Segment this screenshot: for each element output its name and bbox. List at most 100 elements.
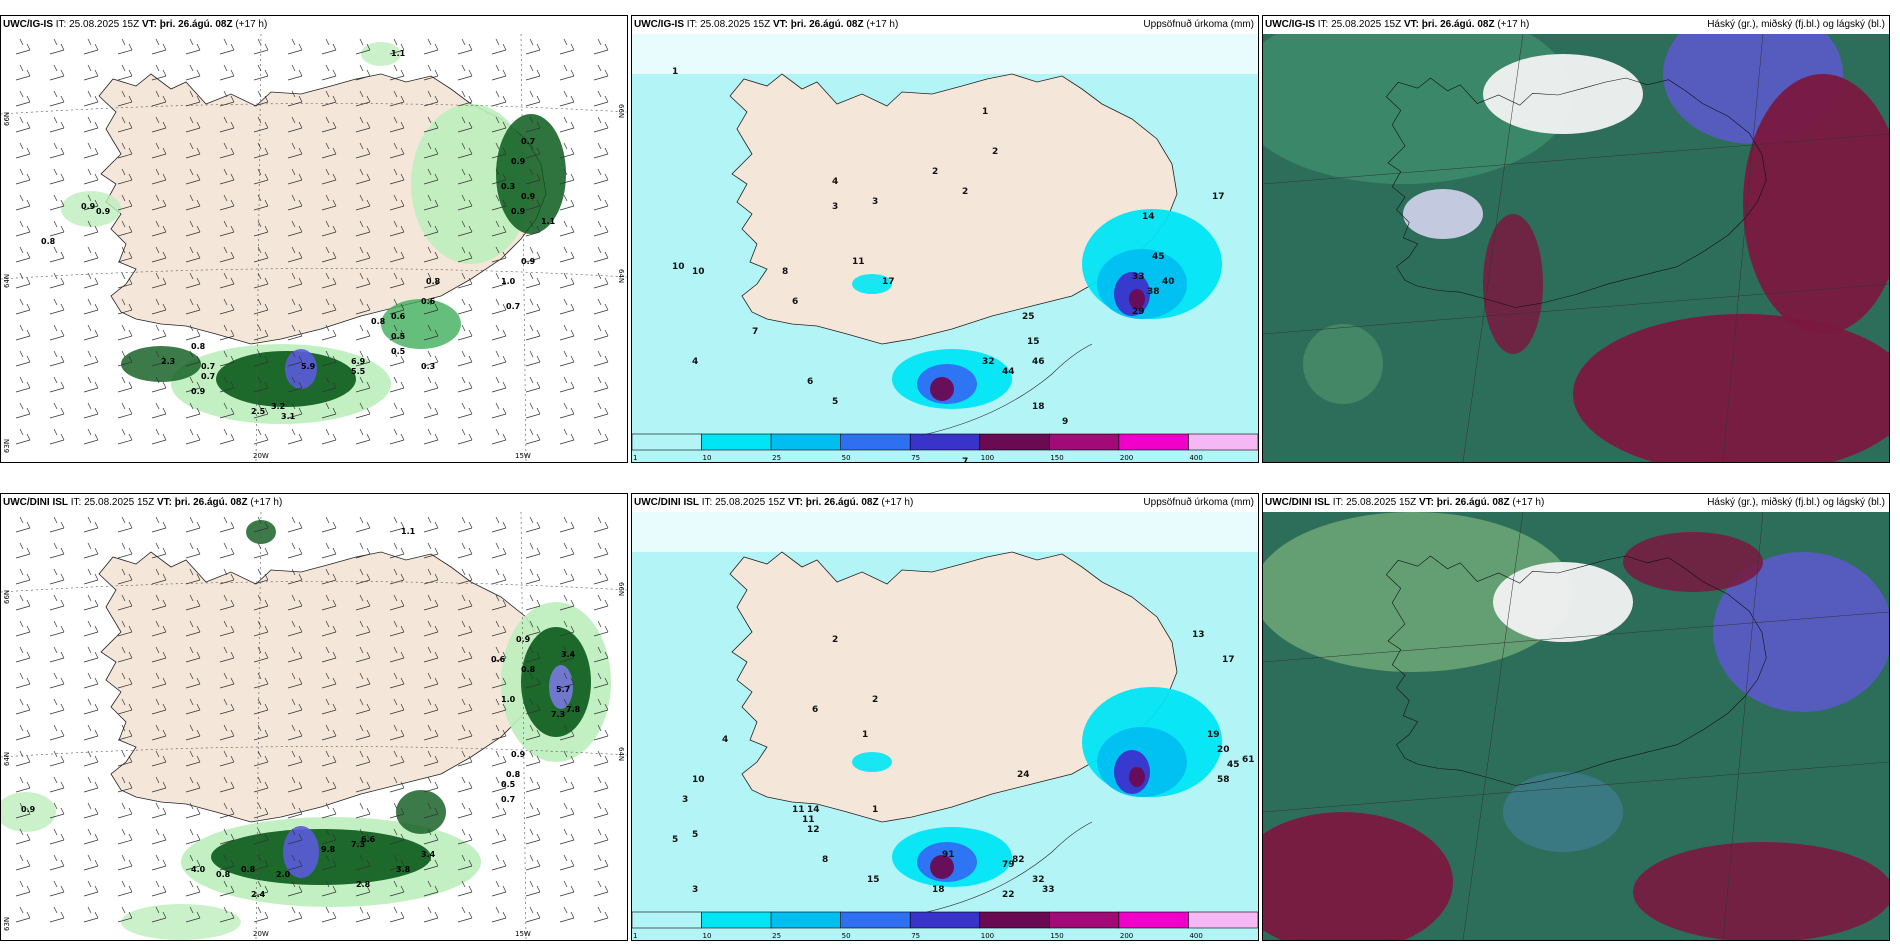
wind-barb: [593, 142, 609, 159]
wind-barb: [219, 116, 235, 133]
map-canvas[interactable]: 66N 64N 63N 66N 64N 20W 15W 1.1 0.7 0.9 0.9 0.3 0.9 0…: [1, 34, 627, 462]
wind-barb: [15, 854, 31, 871]
wind-barb: [151, 324, 167, 341]
wind-barb: [389, 854, 405, 871]
wind-barb: [185, 220, 201, 237]
value-label: 0.9: [191, 387, 206, 396]
map-canvas[interactable]: 1 10 25 50 75 100 150 200 400 13 17 19 20 45 61 58 24 33 3…: [632, 512, 1258, 940]
map-panel-dini-accum-precip: UWC/DINI ISL IT: 25.08.2025 15Z VT: þri.…: [631, 493, 1259, 941]
wind-barb: [355, 38, 371, 55]
wind-barb: [593, 116, 609, 133]
value-label: 7.3: [551, 710, 565, 719]
it-value: 25.08.2025 15Z: [84, 497, 155, 508]
wind-barb: [117, 376, 133, 393]
wind-barb: [491, 168, 507, 185]
wind-barb: [355, 854, 371, 871]
value-label: 33: [1042, 885, 1055, 895]
lat-label: 66N: [3, 590, 11, 604]
wind-barb: [321, 516, 337, 533]
wind-barb: [287, 620, 303, 637]
wind-barb: [219, 568, 235, 585]
wind-barb: [83, 220, 99, 237]
precip-area: [852, 752, 892, 772]
wind-barb: [321, 594, 337, 611]
panel-header: UWC/IG-IS IT: 25.08.2025 15Z VT: þri. 26…: [1265, 18, 1885, 32]
precip-area: [61, 191, 121, 227]
wind-barb: [321, 324, 337, 341]
map-canvas[interactable]: [1263, 34, 1889, 462]
wind-barb: [593, 646, 609, 663]
wind-barb: [389, 142, 405, 159]
value-label: 17: [882, 277, 895, 287]
value-label: 6.6: [361, 835, 376, 844]
wind-barb: [389, 350, 405, 367]
lat-label: 64N: [617, 269, 625, 283]
colorbar-swatch: [1049, 433, 1120, 451]
wind-barb: [457, 220, 473, 237]
it-label: IT:: [701, 497, 713, 508]
wind-barb: [355, 116, 371, 133]
map-panel-igis-wind-precip: UWC/IG-IS IT: 25.08.2025 15Z VT: þri. 26…: [0, 15, 628, 463]
wind-barb: [49, 246, 65, 263]
wind-barb: [287, 906, 303, 923]
wind-barb: [117, 246, 133, 263]
wind-barb: [117, 802, 133, 819]
wind-barb: [321, 116, 337, 133]
wind-barb: [355, 298, 371, 315]
contour-line: [901, 821, 1093, 918]
wind-barb: [185, 428, 201, 445]
wind-barb: [525, 776, 541, 793]
wind-barb: [253, 376, 269, 393]
wind-barb: [389, 750, 405, 767]
cloud-layer: [1483, 54, 1643, 134]
wind-barb: [49, 38, 65, 55]
wind-barb: [253, 620, 269, 637]
wind-barb: [491, 194, 507, 211]
wind-barb: [457, 142, 473, 159]
wind-barb: [49, 402, 65, 419]
map-canvas[interactable]: [1263, 512, 1889, 940]
wind-barb: [287, 568, 303, 585]
graticule: [1, 34, 627, 462]
wind-barb: [525, 272, 541, 289]
value-label: 0.9: [96, 207, 111, 216]
wind-barb: [287, 542, 303, 559]
wind-barb: [593, 428, 609, 445]
wind-barb: [423, 350, 439, 367]
wind-barb: [355, 428, 371, 445]
colorbar-tick: 1: [633, 454, 637, 462]
map-canvas[interactable]: 1 10 25 50 75 100 150 200 400 17 14 45 33 40 38 29 25 15 4…: [632, 34, 1258, 462]
wind-barb: [287, 38, 303, 55]
wind-barb: [389, 828, 405, 845]
wind-barb: [525, 428, 541, 445]
value-label: 1.1: [401, 527, 416, 536]
vt-value: þri. 26.ágú. 08Z: [1436, 497, 1510, 508]
wind-barb: [185, 38, 201, 55]
colorbar-tick: 150: [1050, 454, 1063, 462]
wind-barb: [491, 802, 507, 819]
wind-barb: [491, 724, 507, 741]
value-label: 7: [752, 327, 758, 337]
wind-barb: [525, 38, 541, 55]
wind-barb: [151, 672, 167, 689]
map-canvas[interactable]: 66N 64N 63N 66N 64N 20W 15W 1.1 0.9 0.6 0.8 1.0 3.4 5…: [1, 512, 627, 940]
iceland-coastline: [1385, 555, 1767, 786]
wind-barb: [117, 880, 133, 897]
wind-barb: [287, 298, 303, 315]
wind-barb: [525, 854, 541, 871]
wind-barb: [49, 142, 65, 159]
iceland-coastline: [1385, 77, 1767, 308]
colorbar-tick: 150: [1050, 932, 1063, 940]
colorbar-tick: 10: [703, 454, 712, 462]
wind-barb: [253, 220, 269, 237]
lon-label: 20W: [253, 452, 269, 460]
wind-barb: [457, 750, 473, 767]
wind-barb: [253, 802, 269, 819]
wind-barb: [389, 194, 405, 211]
wind-barb: [355, 750, 371, 767]
wind-barb: [185, 516, 201, 533]
wind-barb: [15, 750, 31, 767]
wind-barb: [355, 64, 371, 81]
value-label: 17: [1222, 655, 1235, 665]
wind-barb: [151, 750, 167, 767]
